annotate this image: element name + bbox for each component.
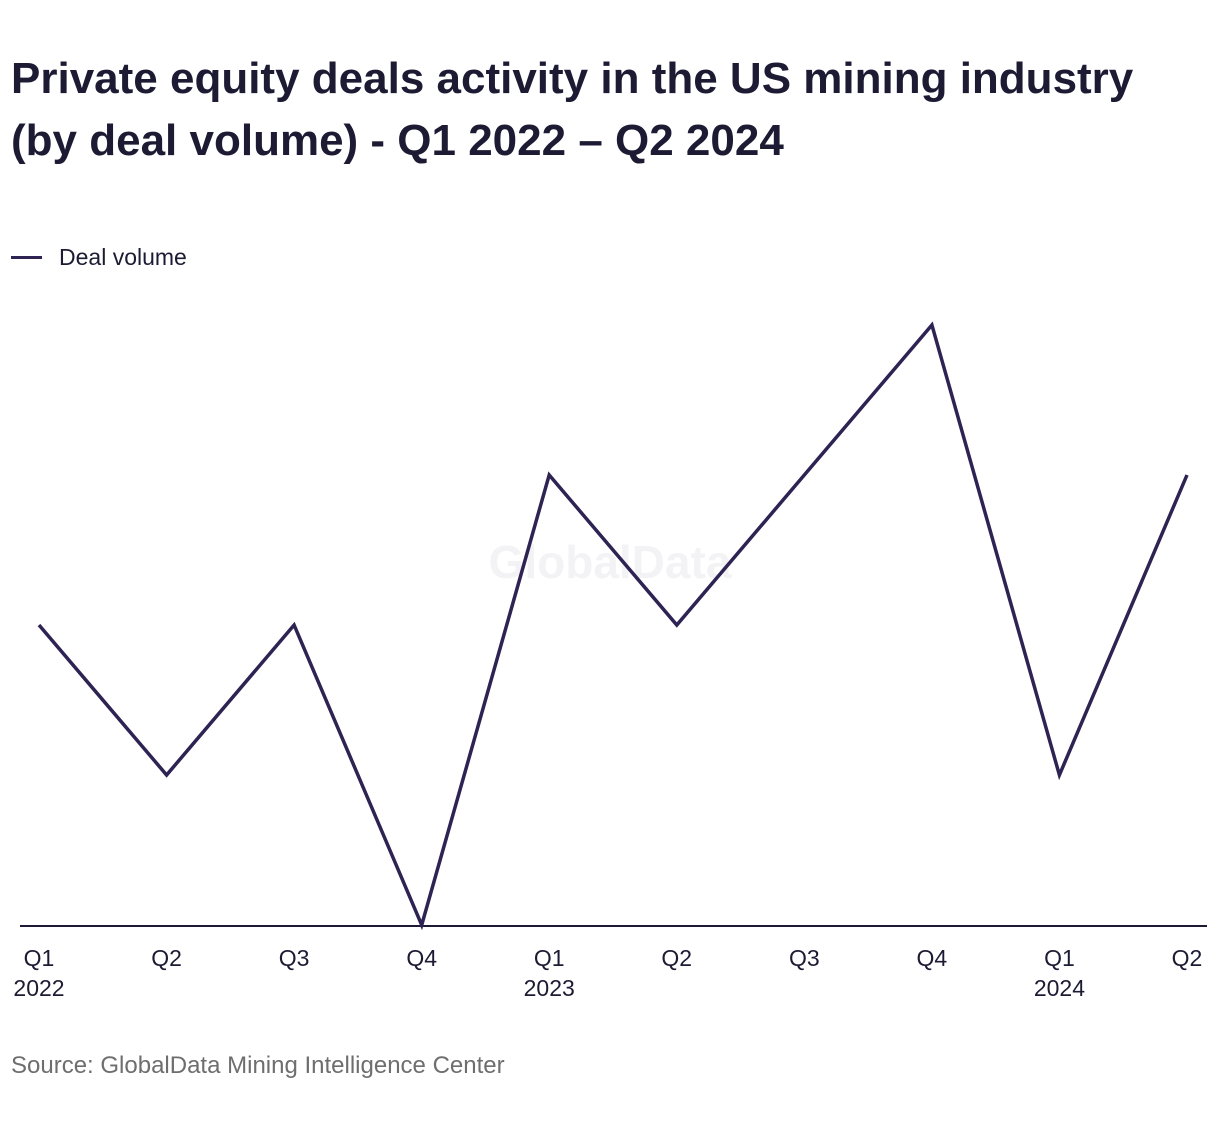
x-tick-year-label: 2022 bbox=[13, 975, 64, 1001]
x-ticks: Q1 2022 Q2 Q3 Q4 Q1 2023 Q2 Q3 Q4 Q1 2024 Q2 bbox=[13, 945, 1202, 1001]
x-tick-year-label: 2023 bbox=[524, 975, 575, 1001]
series-line-0 bbox=[37, 321, 1189, 931]
x-tick-label: Q4 bbox=[406, 945, 437, 971]
x-tick-label: Q2 bbox=[661, 945, 692, 971]
x-tick-label: Q3 bbox=[279, 945, 310, 971]
chart-title: Private equity deals activity in the US … bbox=[11, 54, 1134, 165]
x-tick-label: Q4 bbox=[917, 945, 948, 971]
x-tick-label: Q2 bbox=[151, 945, 182, 971]
x-tick-label: Q3 bbox=[789, 945, 820, 971]
legend-label: Deal volume bbox=[59, 243, 187, 270]
series-group bbox=[37, 321, 1189, 931]
x-tick-label: Q1 bbox=[24, 945, 55, 971]
x-tick-label: Q2 bbox=[1172, 945, 1203, 971]
x-tick-year-label: 2024 bbox=[1034, 975, 1085, 1001]
source-note: Source: GlobalData Mining Intelligence C… bbox=[11, 1052, 505, 1079]
legend: Deal volume bbox=[11, 242, 187, 272]
x-tick-label: Q1 bbox=[1044, 945, 1075, 971]
legend-swatch bbox=[11, 255, 42, 259]
x-tick-label: Q1 bbox=[534, 945, 565, 971]
